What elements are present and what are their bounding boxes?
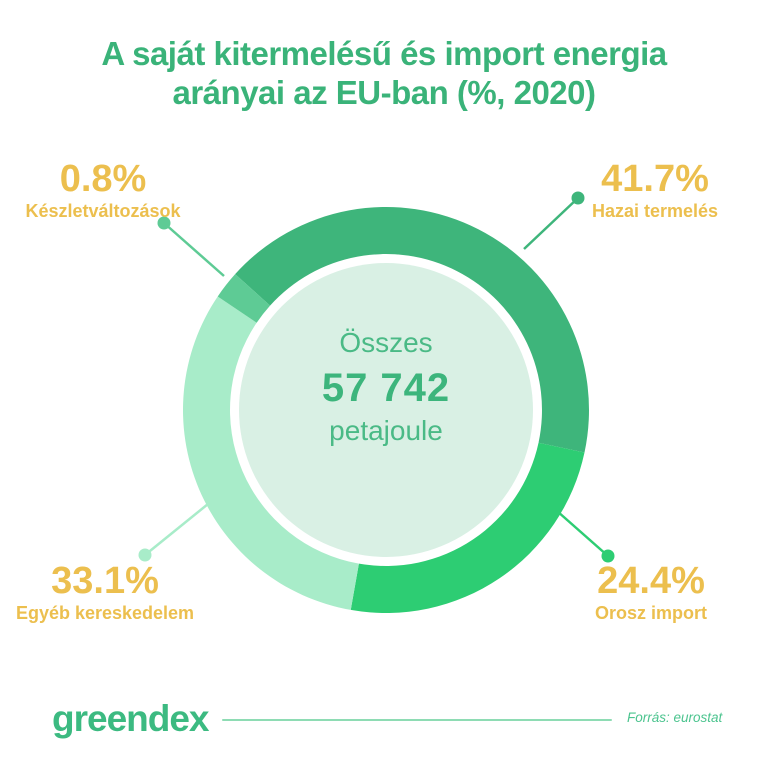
chart-title-line-2: arányai az EU-ban (%, 2020) — [172, 74, 596, 111]
leader-line-0 — [523, 197, 579, 250]
donut-slice-2 — [182, 296, 359, 610]
callout-egyeb-kereskedelem-label: Egyéb kereskedelem — [15, 603, 195, 623]
donut-center-label: Összes 57 742 petajoule — [236, 326, 536, 448]
leader-dot-0 — [571, 191, 585, 205]
leader-line-1 — [556, 510, 609, 557]
donut-slice-1 — [350, 442, 585, 614]
footer-divider — [222, 719, 612, 721]
callout-hazai-termeles: 41.7% Hazai termelés — [550, 160, 760, 221]
leader-dot-1 — [601, 549, 615, 563]
callout-keszletvaltozasok-percent: 0.8% — [59, 158, 147, 200]
donut-center-disc — [239, 263, 533, 557]
chart-title-line-1: A saját kitermelésű és import energia — [101, 35, 667, 72]
leader-dot-2 — [138, 548, 152, 562]
center-total-value: 57 742 — [321, 366, 451, 410]
donut-slice-0 — [235, 207, 589, 453]
leader-dot-3 — [157, 216, 171, 230]
callout-orosz-import-label: Orosz import — [594, 603, 707, 623]
donut-slice-3 — [217, 274, 271, 323]
callout-keszletvaltozasok: 0.8% Készletváltozások — [0, 160, 208, 221]
greendex-logo: greendex — [52, 698, 210, 739]
leader-line-3 — [163, 222, 225, 277]
callout-orosz-import-percent: 24.4% — [597, 560, 705, 602]
source-credit: Forrás: eurostat — [627, 710, 723, 725]
leader-line-2 — [144, 503, 209, 556]
callout-keszletvaltozasok-label: Készletváltozások — [25, 201, 181, 221]
callout-orosz-import: 24.4% Orosz import — [546, 562, 756, 623]
callout-egyeb-kereskedelem: 33.1% Egyéb kereskedelem — [0, 562, 210, 623]
callout-hazai-termeles-label: Hazai termelés — [591, 201, 719, 221]
center-total-unit: petajoule — [329, 415, 443, 446]
callout-egyeb-kereskedelem-percent: 33.1% — [51, 560, 159, 602]
center-total-label: Összes — [339, 327, 433, 358]
chart-title: A saját kitermelésű és import energia ar… — [0, 34, 768, 112]
callout-hazai-termeles-percent: 41.7% — [601, 158, 709, 200]
